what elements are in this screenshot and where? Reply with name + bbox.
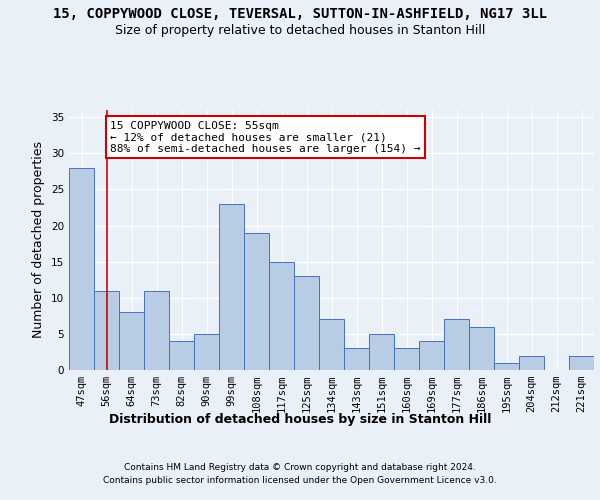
- Bar: [94, 290, 119, 370]
- Text: Contains HM Land Registry data © Crown copyright and database right 2024.: Contains HM Land Registry data © Crown c…: [124, 462, 476, 471]
- Bar: [169, 341, 194, 370]
- Text: 15, COPPYWOOD CLOSE, TEVERSAL, SUTTON-IN-ASHFIELD, NG17 3LL: 15, COPPYWOOD CLOSE, TEVERSAL, SUTTON-IN…: [53, 8, 547, 22]
- Y-axis label: Number of detached properties: Number of detached properties: [32, 142, 46, 338]
- Bar: [244, 233, 269, 370]
- Bar: [269, 262, 294, 370]
- Bar: [119, 312, 144, 370]
- Bar: [569, 356, 594, 370]
- Bar: [194, 334, 219, 370]
- Bar: [294, 276, 319, 370]
- Bar: [219, 204, 244, 370]
- Bar: [144, 290, 169, 370]
- Bar: [469, 326, 494, 370]
- Bar: [344, 348, 369, 370]
- Bar: [494, 363, 519, 370]
- Bar: [319, 320, 344, 370]
- Bar: [369, 334, 394, 370]
- Text: Distribution of detached houses by size in Stanton Hill: Distribution of detached houses by size …: [109, 412, 491, 426]
- Text: Size of property relative to detached houses in Stanton Hill: Size of property relative to detached ho…: [115, 24, 485, 37]
- Bar: [419, 341, 444, 370]
- Bar: [69, 168, 94, 370]
- Text: Contains public sector information licensed under the Open Government Licence v3: Contains public sector information licen…: [103, 476, 497, 485]
- Text: 15 COPPYWOOD CLOSE: 55sqm
← 12% of detached houses are smaller (21)
88% of semi-: 15 COPPYWOOD CLOSE: 55sqm ← 12% of detac…: [110, 121, 421, 154]
- Bar: [519, 356, 544, 370]
- Bar: [444, 320, 469, 370]
- Bar: [394, 348, 419, 370]
